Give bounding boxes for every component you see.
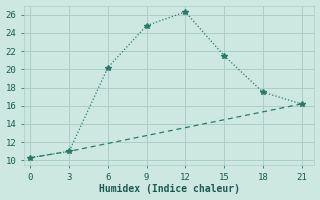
- X-axis label: Humidex (Indice chaleur): Humidex (Indice chaleur): [99, 184, 240, 194]
